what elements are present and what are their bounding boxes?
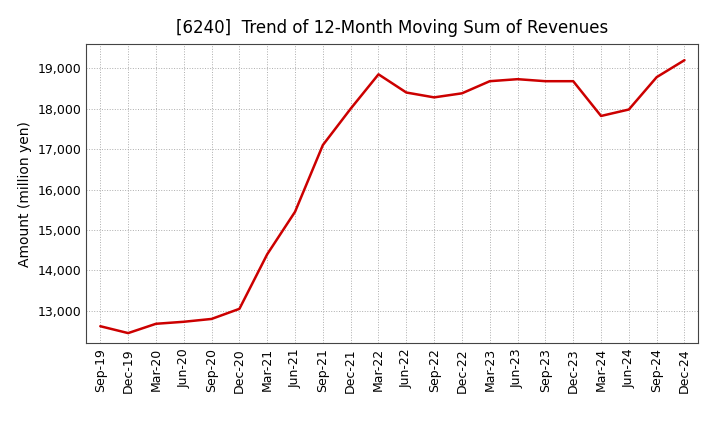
Title: [6240]  Trend of 12-Month Moving Sum of Revenues: [6240] Trend of 12-Month Moving Sum of R…	[176, 19, 608, 37]
Y-axis label: Amount (million yen): Amount (million yen)	[18, 121, 32, 267]
